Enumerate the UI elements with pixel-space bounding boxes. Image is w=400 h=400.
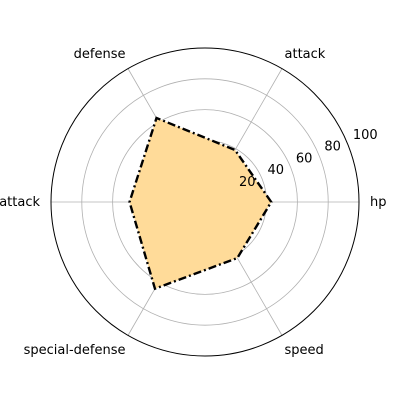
r-tick-label-20: 20 [239,175,256,190]
category-label-speed: speed [285,343,324,358]
r-tick-label-60: 60 [296,151,313,166]
label-layer: hp attack defense special-attack special-def… [0,47,387,358]
category-label-hp: hp [370,195,387,210]
data-layer [128,116,273,291]
r-tick-label-80: 80 [324,140,341,155]
r-tick-label-40: 40 [267,163,284,178]
category-label-special-attack: special-attack [0,195,40,210]
r-tick-label-100: 100 [353,128,378,143]
frame-layer [50,47,360,357]
series-fill [129,117,272,289]
category-label-special-defense: special-defense [24,343,126,358]
category-label-defense: defense [74,47,126,62]
category-label-attack: attack [285,47,326,62]
polar-frame [50,47,360,357]
